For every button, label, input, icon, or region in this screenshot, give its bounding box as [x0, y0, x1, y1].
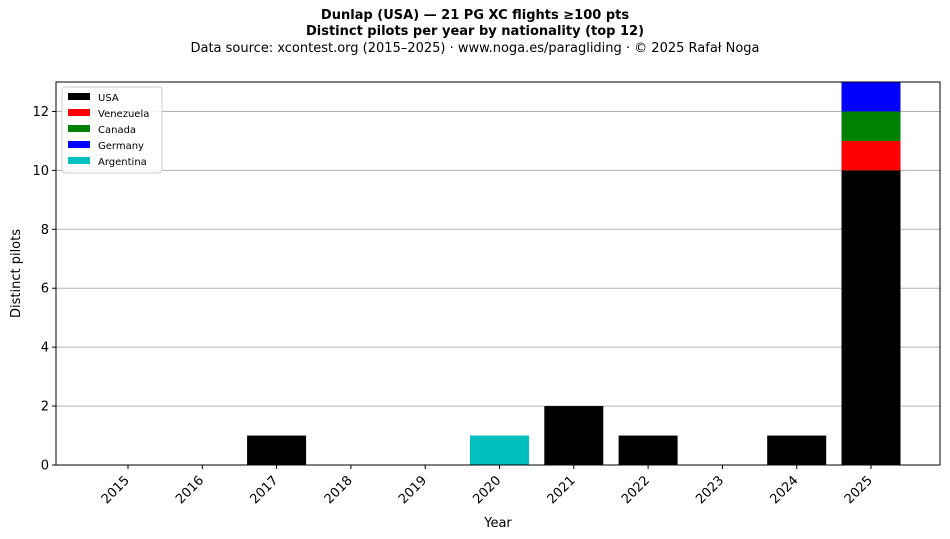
y-tick-label: 4	[41, 341, 49, 356]
legend-label-venezuela: Venezuela	[98, 109, 149, 120]
y-tick-label: 0	[41, 459, 49, 474]
bar-usa-2024	[767, 435, 827, 465]
bar-usa-2022	[618, 435, 678, 465]
x-tick-label: 2017	[247, 473, 281, 507]
y-tick-label: 6	[41, 282, 49, 297]
bar-usa-2021	[544, 406, 604, 465]
chart-title-block: Dunlap (USA) — 21 PG XC flights ≥100 pts…	[0, 8, 950, 58]
x-tick-label: 2024	[768, 473, 802, 507]
x-tick-label: 2018	[322, 473, 356, 507]
legend-label-usa: USA	[98, 93, 119, 104]
chart-subtitle: Distinct pilots per year by nationality …	[305, 24, 645, 39]
x-tick-label: 2015	[99, 473, 133, 507]
chart-source-line: Data source: xcontest.org (2015–2025) · …	[190, 41, 760, 56]
legend-box	[61, 86, 163, 174]
x-tick-label: 2019	[396, 473, 430, 507]
bar-germany-2025	[841, 82, 901, 112]
bar-usa-2025	[841, 170, 901, 465]
bar-canada-2025	[841, 111, 901, 141]
x-tick-label: 2020	[470, 473, 504, 507]
y-gridlines	[56, 110, 940, 466]
legend-swatch-venezuela	[68, 109, 90, 116]
legend-swatch-canada	[68, 125, 90, 132]
legend-swatch-usa	[68, 93, 90, 100]
legend-label-canada: Canada	[98, 125, 136, 136]
bar-venezuela-2025	[841, 140, 901, 171]
x-tick-label: 2022	[619, 473, 653, 507]
x-tick-label: 2025	[842, 473, 876, 507]
legend-label-germany: Germany	[98, 141, 144, 152]
x-tick-label: 2023	[693, 473, 727, 507]
y-tick-label: 2	[41, 400, 49, 415]
y-tick-label: 12	[32, 105, 49, 120]
bar-usa-2017	[247, 435, 307, 465]
x-axis-ticks: 2015 2016 2017 2018 2019 2020 2021 2022 2023 2024…	[99, 465, 876, 507]
bars	[247, 82, 901, 465]
chart-title: Dunlap (USA) — 21 PG XC flights ≥100 pts	[320, 8, 630, 23]
legend-label-argentina: Argentina	[98, 157, 147, 168]
x-axis-label: Year	[483, 516, 512, 531]
y-tick-label: 10	[32, 164, 49, 179]
legend-swatch-argentina	[68, 157, 90, 164]
y-axis-ticks: 0 2 4 6 8 10 12	[32, 105, 56, 474]
legend-swatch-germany	[68, 141, 90, 148]
y-axis-label: Distinct pilots	[9, 229, 24, 318]
x-tick-label: 2021	[545, 473, 579, 507]
y-tick-label: 8	[41, 223, 49, 238]
legend: USA Venezuela Canada Germany Argentina	[61, 86, 163, 174]
x-tick-label: 2016	[173, 473, 207, 507]
bar-argentina-2020	[470, 435, 529, 465]
plot-frame	[55, 81, 941, 466]
